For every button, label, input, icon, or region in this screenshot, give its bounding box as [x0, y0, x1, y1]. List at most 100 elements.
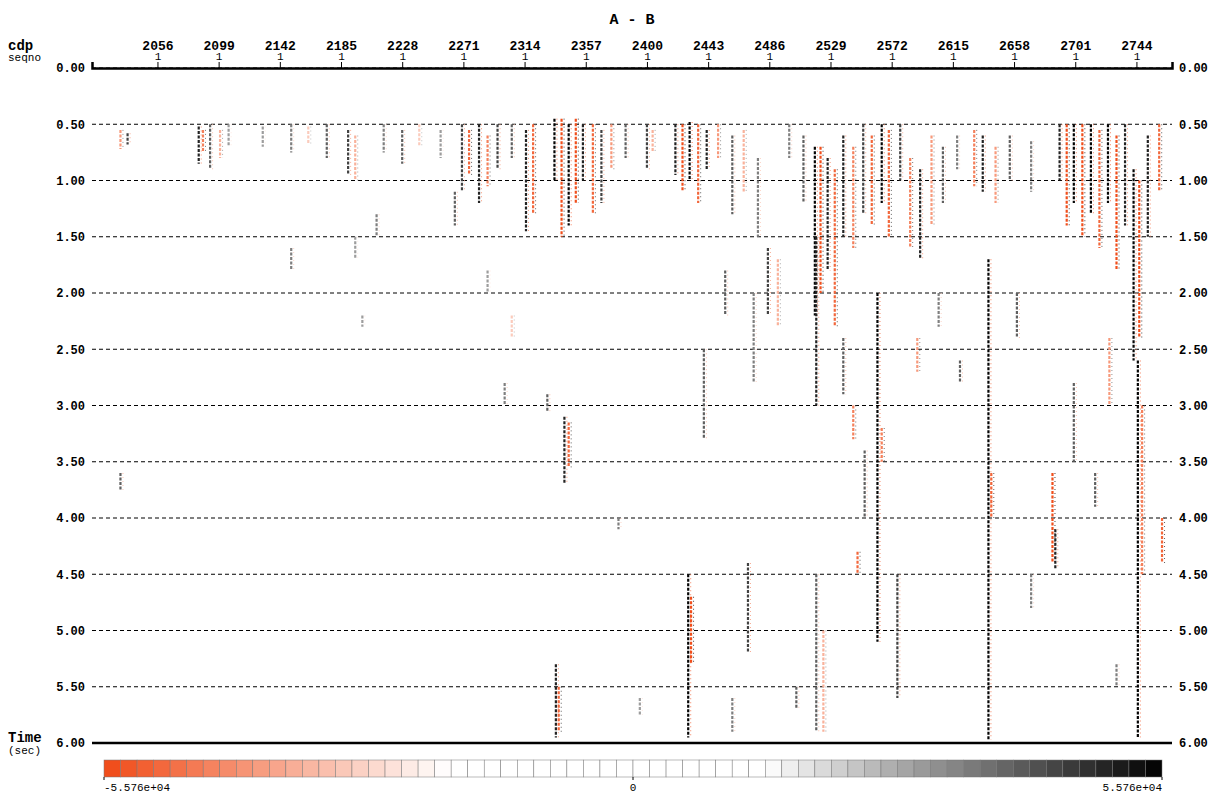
y-tick-label: 2.50 — [56, 344, 85, 358]
seismic-event — [720, 124, 721, 158]
seismic-event — [959, 361, 961, 384]
seismic-event — [827, 158, 829, 271]
seismic-event — [582, 124, 584, 180]
seqno-label: 1 — [216, 51, 223, 63]
colorbar-swatch — [947, 760, 964, 777]
seismic-event — [600, 130, 602, 203]
seismic-event — [743, 130, 745, 192]
y-tick-label: 6.00 — [56, 737, 85, 751]
y-tick-label: 6.00 — [1179, 737, 1208, 751]
seismic-event — [404, 130, 405, 164]
seismic-event — [1057, 529, 1058, 568]
seismic-event — [1137, 361, 1139, 738]
seismic-event — [874, 136, 875, 226]
seismic-event — [595, 124, 596, 214]
y-tick: 5.50 — [1174, 681, 1208, 695]
seismic-event — [642, 698, 643, 715]
seismic-event — [119, 130, 121, 149]
seqno-label: 1 — [767, 51, 774, 63]
seismic-event — [293, 124, 294, 152]
seqno-label: 1 — [1134, 51, 1141, 63]
seismic-event — [364, 316, 365, 327]
seismic-event — [945, 147, 946, 203]
seismic-event — [922, 169, 923, 259]
colorbar-swatch — [501, 760, 518, 777]
y-tick: 2.00 — [56, 287, 90, 301]
seismic-event — [1090, 124, 1092, 214]
seismic-event — [568, 422, 570, 467]
seismic-event — [326, 124, 328, 158]
colorbar-swatch — [236, 760, 253, 777]
seismic-event — [454, 192, 456, 226]
colorbar-swatch — [881, 760, 898, 777]
seismic-event — [706, 130, 708, 169]
y-tick-label: 0.50 — [56, 119, 85, 133]
seismic-event — [681, 124, 683, 192]
seismic-event — [122, 473, 123, 490]
colorbar-swatch — [369, 760, 386, 777]
seismic-event — [791, 124, 792, 158]
seismic-event — [891, 130, 892, 237]
seismic-event — [1009, 136, 1011, 181]
seismic-event — [655, 130, 656, 153]
grid-line — [92, 405, 1172, 406]
y-tick-label: 3.00 — [1179, 400, 1208, 414]
seismic-event — [457, 192, 458, 226]
y-axis-title: Time — [8, 730, 42, 746]
colorbar-swatch — [187, 760, 204, 777]
y-tick: 6.00 — [56, 737, 90, 751]
seismic-event — [1150, 136, 1151, 237]
seismic-event — [126, 133, 128, 144]
seqno-label: 1 — [950, 51, 957, 63]
seismic-event — [692, 122, 693, 181]
seismic-event — [1119, 664, 1120, 687]
seismic-event — [795, 687, 797, 710]
colorbar-tick — [1162, 777, 1163, 780]
seqno-label: 1 — [828, 51, 835, 63]
seismic-event — [553, 119, 555, 181]
x-tick: 26581 — [999, 39, 1030, 68]
seismic-event — [985, 136, 986, 192]
seismic-event — [881, 428, 883, 462]
colorbar-swatch — [451, 760, 468, 777]
seismic-event — [1012, 136, 1013, 181]
seismic-event — [746, 130, 747, 192]
colorbar-label: -5.576e+04 — [104, 782, 170, 794]
colorbar-swatch — [137, 760, 154, 777]
seismic-event — [1164, 518, 1165, 563]
seismic-event — [879, 293, 880, 642]
seismic-event — [486, 271, 488, 294]
y-tick: 2.00 — [1174, 287, 1208, 301]
seismic-event — [652, 130, 654, 153]
seismic-event — [464, 124, 465, 192]
seismic-event — [514, 316, 515, 339]
seismic-event — [329, 124, 330, 158]
seismic-event — [490, 271, 491, 294]
seismic-event — [504, 383, 506, 406]
colorbar-tick — [633, 777, 634, 780]
seismic-event — [440, 130, 442, 158]
colorbar-swatch — [997, 760, 1014, 777]
seismic-event — [942, 147, 944, 203]
colorbar-swatch — [1013, 760, 1030, 777]
y-tick-label: 5.50 — [1179, 681, 1208, 695]
seqno-label: 1 — [522, 51, 529, 63]
seismic-event — [511, 316, 513, 339]
seismic-event — [212, 124, 213, 169]
colorbar-swatch — [683, 760, 700, 777]
grid-line — [92, 236, 1172, 237]
seismic-event — [709, 130, 710, 169]
seismic-event — [219, 130, 221, 158]
colorbar-swatch — [931, 760, 948, 777]
seismic-event — [1132, 169, 1134, 360]
seismic-event — [1140, 361, 1141, 738]
colorbar-swatch — [600, 760, 617, 777]
seismic-event — [802, 136, 804, 204]
seismic-event — [788, 124, 790, 158]
colorbar-swatch — [435, 760, 452, 777]
seismic-event — [780, 259, 781, 327]
x-tick: 21421 — [265, 39, 296, 68]
y-tick-label: 2.00 — [56, 287, 85, 301]
seismic-event — [916, 338, 918, 372]
colorbar-swatch — [550, 760, 567, 777]
